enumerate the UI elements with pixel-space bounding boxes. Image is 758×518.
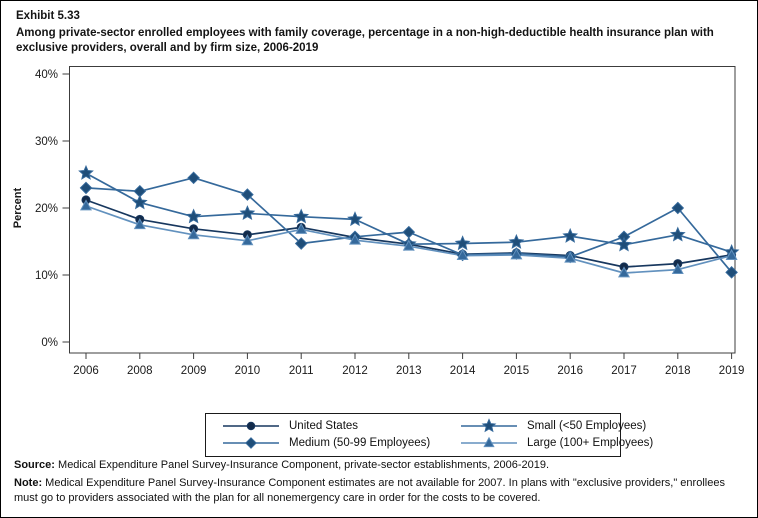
star-marker [562, 227, 579, 243]
plot-area-border [69, 66, 736, 354]
y-tick-label: 10% [35, 270, 58, 282]
diamond-marker [294, 237, 308, 250]
y-tick-label: 30% [35, 136, 58, 148]
diamond-legend-swatch [223, 437, 279, 449]
diamond-marker [187, 171, 200, 185]
y-tick-label: 40% [35, 69, 58, 81]
x-tick-label: 2010 [235, 365, 261, 377]
diamond-marker [671, 201, 685, 215]
y-tick-label: 0% [41, 337, 58, 349]
star-marker [239, 205, 256, 221]
triangle-marker [725, 248, 738, 260]
x-tick-label: 2006 [73, 365, 99, 377]
chart-canvas: 0% 10% 20% 30% 40% 2006 2008 2009 2010 2011 2012 20… [35, 66, 745, 377]
x-tick-label: 2015 [504, 365, 530, 377]
y-tick-label: 20% [35, 203, 58, 215]
x-tick-label: 2012 [342, 365, 368, 377]
star-marker [185, 208, 202, 224]
legend-item: Medium (50-99 Employees) [206, 435, 444, 451]
triangle-legend-swatch [461, 436, 517, 448]
triangle-marker [483, 436, 495, 448]
star-marker [616, 236, 632, 252]
series-line-diamond [85, 176, 733, 273]
diamond-marker [79, 181, 93, 195]
star-marker [669, 226, 686, 242]
x-tick-label: 2009 [181, 365, 207, 377]
triangle-marker [80, 199, 92, 211]
source-text: Medical Expenditure Panel Survey-Insuran… [54, 459, 550, 471]
diamond-marker [241, 188, 254, 201]
triangle-marker [241, 234, 254, 246]
chart-title: Among private-sector enrolled employees … [16, 26, 714, 55]
note-text: Medical Expenditure Panel Survey-Insuran… [14, 477, 725, 505]
x-tick-label: 2016 [557, 365, 583, 377]
legend-item: Large (100+ Employees) [444, 435, 653, 451]
triangle-marker [402, 239, 415, 251]
star-marker [293, 208, 310, 224]
legend-item: United States [206, 418, 444, 434]
chart-legend: United States Small (<50 Employees) Medium… [205, 413, 653, 457]
title-block: Exhibit 5.33 Among private-sector enroll… [16, 9, 722, 56]
triangle-marker [295, 222, 308, 234]
star-marker [454, 235, 471, 251]
legend-label: Medium (50-99 Employees) [289, 437, 431, 449]
triangle-marker [187, 228, 200, 240]
line-chart: 0% 10% 20% 30% 40% 2006 2008 2009 2010 2011 2012 20… [1, 61, 757, 391]
exhibit-number: Exhibit 5.33 [16, 10, 80, 22]
triangle-marker [456, 248, 469, 260]
note-label: Note: [14, 477, 43, 490]
footer-notes: Source: Medical Expenditure Panel Survey… [14, 458, 751, 510]
star-marker [131, 194, 148, 210]
triangle-marker [671, 262, 684, 275]
source-line: Source: Medical Expenditure Panel Survey… [14, 458, 751, 473]
x-tick-label: 2013 [396, 365, 422, 377]
x-tick-label: 2008 [127, 365, 153, 377]
star-marker [347, 211, 363, 227]
legend-item: Small (<50 Employees) [444, 418, 653, 434]
star-marker [481, 418, 497, 433]
diamond-marker [245, 437, 257, 449]
x-tick-label: 2018 [665, 365, 691, 377]
source-label: Source: [14, 459, 55, 471]
x-tick-label: 2011 [289, 365, 314, 377]
triangle-marker [133, 218, 146, 230]
legend-label: Large (100+ Employees) [527, 437, 654, 449]
triangle-marker [618, 266, 630, 278]
star-marker [78, 164, 94, 180]
x-tick-label: 2017 [611, 365, 637, 377]
star-legend-swatch [461, 418, 517, 433]
triangle-marker [349, 233, 361, 245]
diamond-marker [725, 266, 738, 279]
triangle-marker [564, 251, 577, 263]
legend-label: United States [289, 420, 359, 432]
x-tick-label: 2014 [450, 365, 476, 377]
note-line: Note: Medical Expenditure Panel Survey-I… [14, 476, 751, 506]
circle-legend-swatch [223, 421, 279, 431]
legend-label: Small (<50 Employees) [527, 420, 647, 432]
x-tick-label: 2019 [719, 365, 745, 377]
circle-marker [246, 421, 256, 431]
triangle-marker [510, 248, 523, 260]
star-marker [508, 233, 525, 249]
